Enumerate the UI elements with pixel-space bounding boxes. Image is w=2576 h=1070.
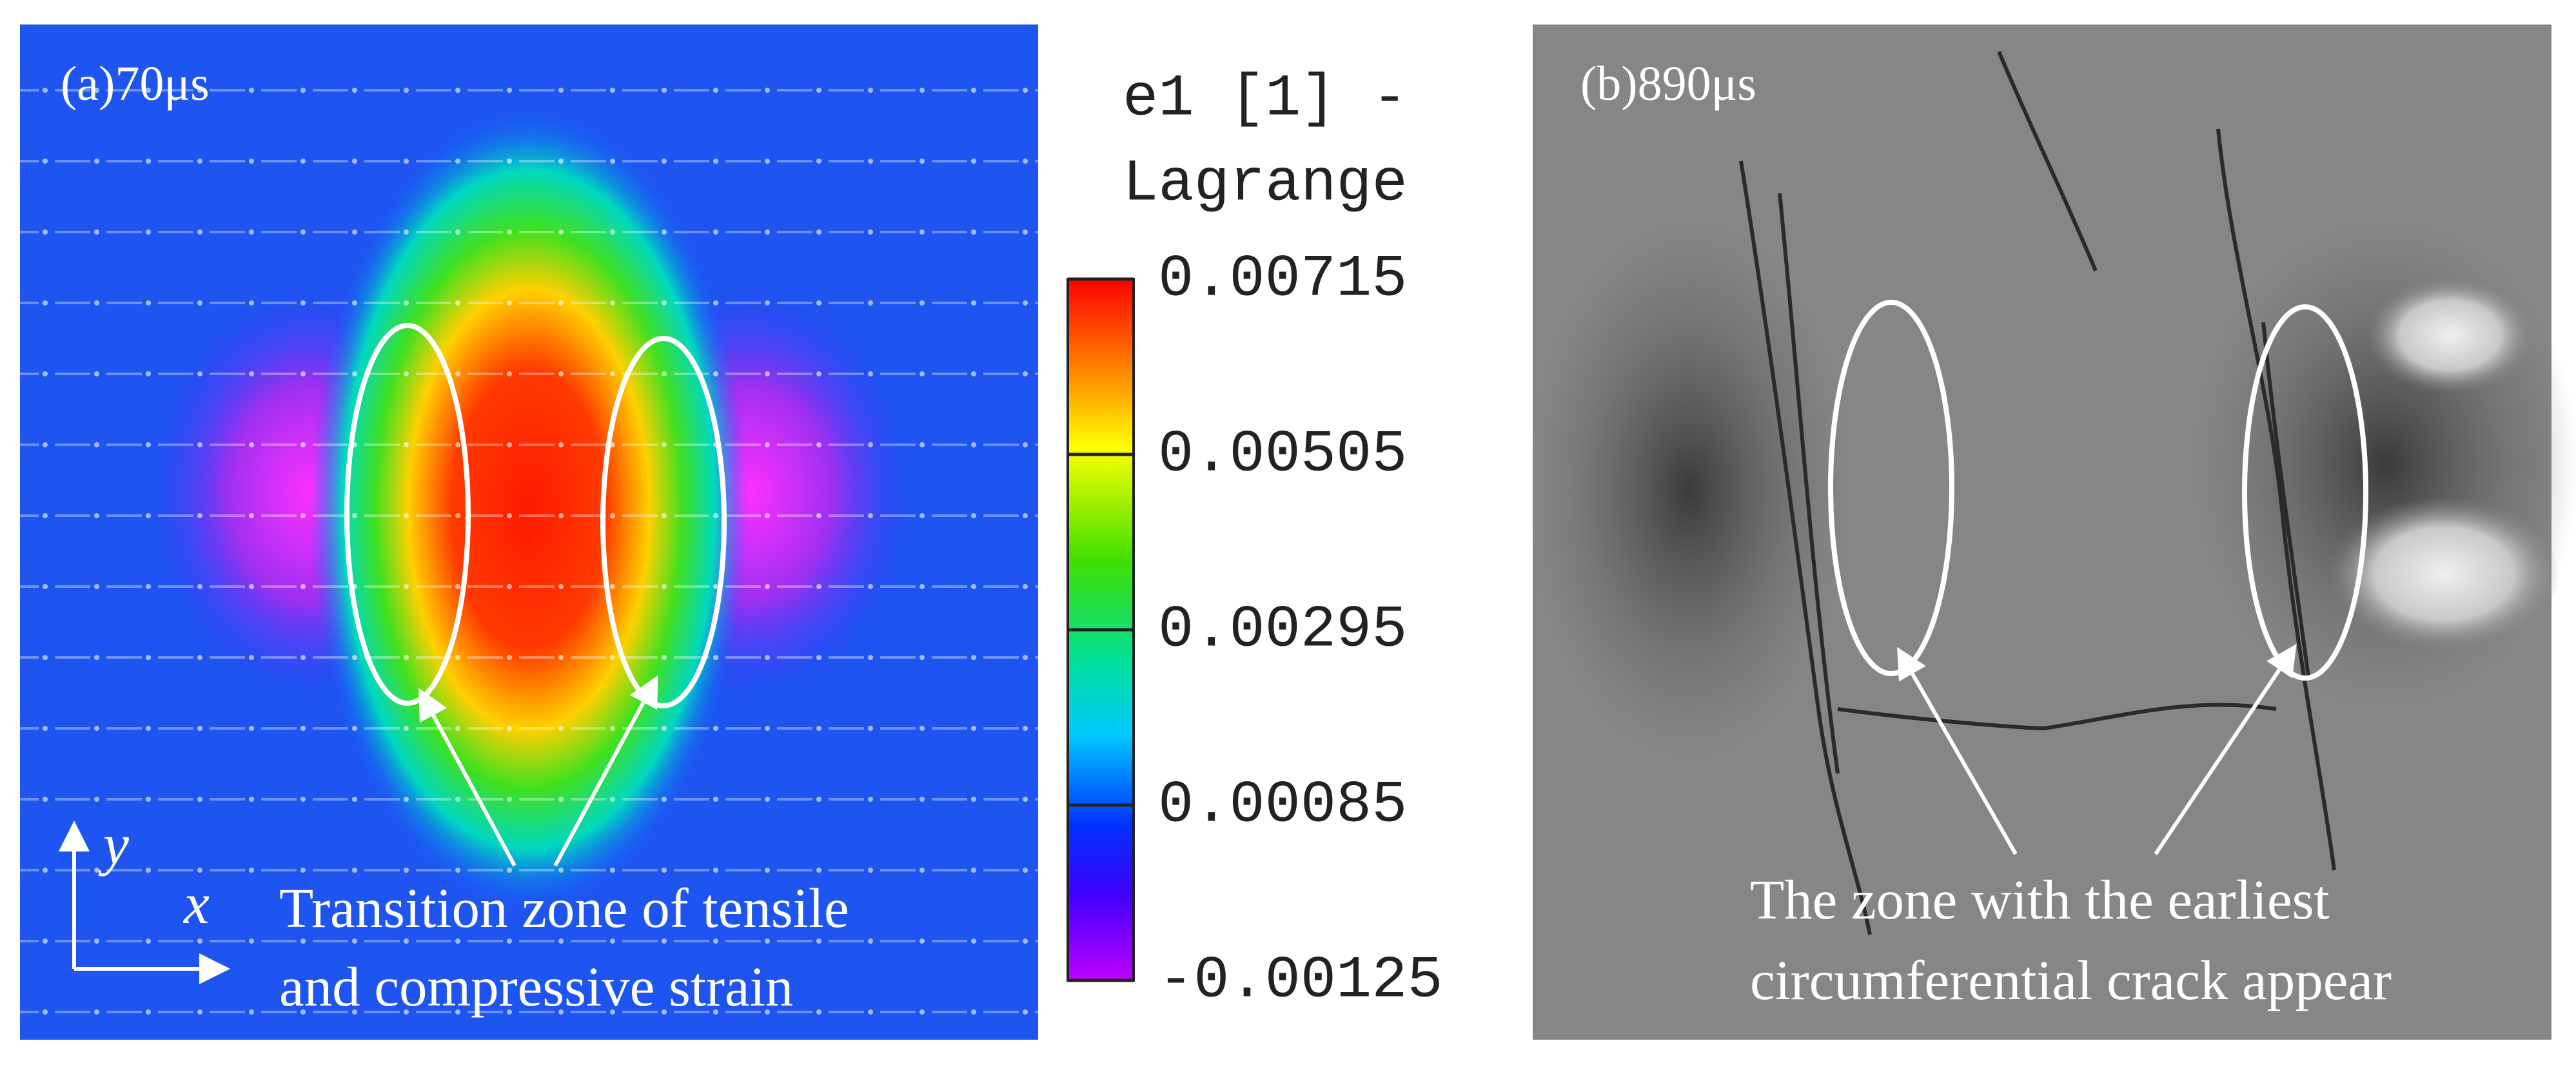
panel-b: (b)890μs The zone with the earliest circ… (1528, 24, 2576, 1040)
tick-label: 0.00505 (1158, 420, 1407, 488)
bright-region (2328, 496, 2560, 651)
panel-label: (b)890μs (1580, 57, 1756, 111)
highlight-ellipse (600, 336, 727, 708)
annotation: circumferential crack appear (1750, 949, 2392, 1011)
dark-region (1528, 219, 1851, 761)
tick-label: 0.00295 (1158, 596, 1407, 663)
annotation: The zone with the earliest (1750, 868, 2330, 931)
colorbar: e1 [1] - Lagrange 0.00715 0.00505 0.00295 0… (1067, 64, 1443, 1014)
axis-label: x (182, 872, 210, 936)
arrow (1897, 647, 2018, 855)
bright-region (2366, 277, 2534, 393)
arrow (2154, 644, 2297, 855)
cracks (1739, 50, 2336, 935)
highlight-ellipse (1828, 300, 1954, 676)
colorbar-title: e1 [1] - (1123, 64, 1408, 132)
tick-label: -0.00125 (1158, 946, 1443, 1014)
arrow (553, 675, 658, 867)
arrow (418, 688, 516, 867)
axis-label: y (98, 813, 129, 877)
vector-field (20, 24, 1038, 1040)
panel-label: (a)70μs (61, 57, 210, 111)
colorbar-title: Lagrange (1123, 150, 1408, 217)
highlight-ellipse (2242, 304, 2368, 681)
panel-a: (a)70μs y x Transition zone of tensile a… (20, 24, 1038, 1040)
highlight-ellipse (344, 323, 471, 706)
annotation: and compressive strain (279, 955, 793, 1018)
tick-label: 0.00715 (1158, 245, 1407, 313)
tick-label: 0.00085 (1158, 771, 1407, 839)
annotation: Transition zone of tensile (279, 877, 849, 939)
